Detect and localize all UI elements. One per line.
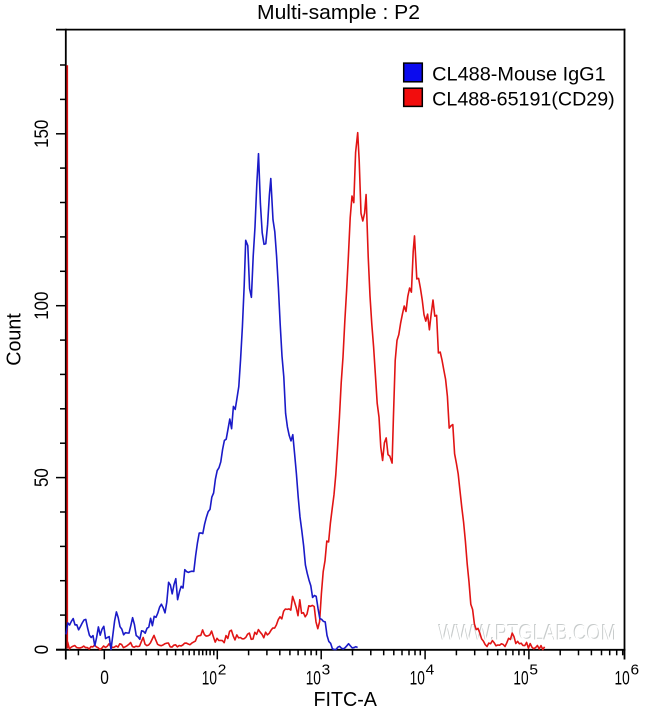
svg-text:5: 5 bbox=[529, 662, 538, 679]
svg-text:10: 10 bbox=[202, 669, 217, 690]
svg-text:10: 10 bbox=[410, 669, 425, 690]
svg-text:2: 2 bbox=[218, 662, 227, 679]
svg-text:WWW.PTGLAB.COM: WWW.PTGLAB.COM bbox=[438, 620, 616, 645]
svg-text:Multi-sample : P2: Multi-sample : P2 bbox=[257, 2, 420, 24]
svg-text:6: 6 bbox=[631, 662, 640, 679]
svg-text:Count: Count bbox=[3, 313, 26, 366]
svg-text:10: 10 bbox=[513, 669, 528, 690]
svg-text:CL488-Mouse IgG1: CL488-Mouse IgG1 bbox=[432, 63, 606, 85]
svg-text:10: 10 bbox=[615, 669, 630, 690]
svg-text:50: 50 bbox=[32, 468, 53, 487]
svg-text:0: 0 bbox=[32, 645, 53, 654]
svg-text:CL488-65191(CD29): CL488-65191(CD29) bbox=[432, 89, 615, 111]
svg-text:3: 3 bbox=[322, 662, 331, 679]
svg-text:FITC-A: FITC-A bbox=[313, 688, 377, 711]
svg-text:100: 100 bbox=[32, 292, 53, 320]
svg-text:4: 4 bbox=[426, 662, 435, 679]
svg-text:WWW.PTGLAB.COM: WWW.PTGLAB.COM bbox=[439, 620, 617, 645]
svg-text:150: 150 bbox=[32, 120, 53, 148]
svg-text:0: 0 bbox=[100, 668, 109, 689]
svg-text:10: 10 bbox=[306, 669, 321, 690]
